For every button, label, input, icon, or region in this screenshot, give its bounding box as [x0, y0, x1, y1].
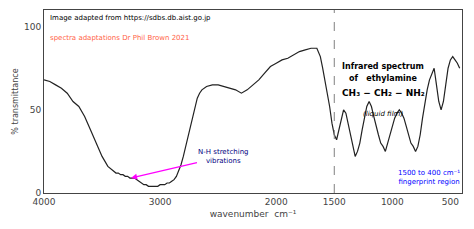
svg-text:1000: 1000: [381, 197, 404, 207]
svg-text:spectra adaptations Dr Phil Br: spectra adaptations Dr Phil Brown 2021: [50, 34, 189, 42]
svg-text:100: 100: [24, 22, 41, 32]
svg-text:2000: 2000: [265, 197, 288, 207]
svg-text:1500 to 400 cm⁻¹fingerprint re: 1500 to 400 cm⁻¹fingerprint region: [398, 169, 460, 186]
svg-text:0: 0: [35, 188, 41, 198]
svg-text:1500: 1500: [323, 197, 346, 207]
svg-text:Infrared spectrum: Infrared spectrum: [342, 62, 424, 71]
svg-text:500: 500: [442, 197, 459, 207]
svg-text:3000: 3000: [149, 197, 172, 207]
svg-text:50: 50: [30, 105, 42, 115]
svg-text:of ethylamine: of ethylamine: [349, 74, 417, 83]
svg-text:CH₃ − CH₂ − NH₂: CH₃ − CH₂ − NH₂: [342, 88, 425, 98]
svg-text:% transmittance: % transmittance: [11, 68, 20, 134]
svg-text:(liquid film): (liquid film): [363, 110, 403, 118]
svg-text:4000: 4000: [33, 197, 56, 207]
svg-text:N-H stretchingvibrations: N-H stretchingvibrations: [198, 148, 249, 165]
svg-text:wavenumber cm⁻¹: wavenumber cm⁻¹: [210, 209, 297, 219]
svg-text:Image adapted from https://sdb: Image adapted from https://sdbs.db.aist.…: [50, 14, 211, 22]
